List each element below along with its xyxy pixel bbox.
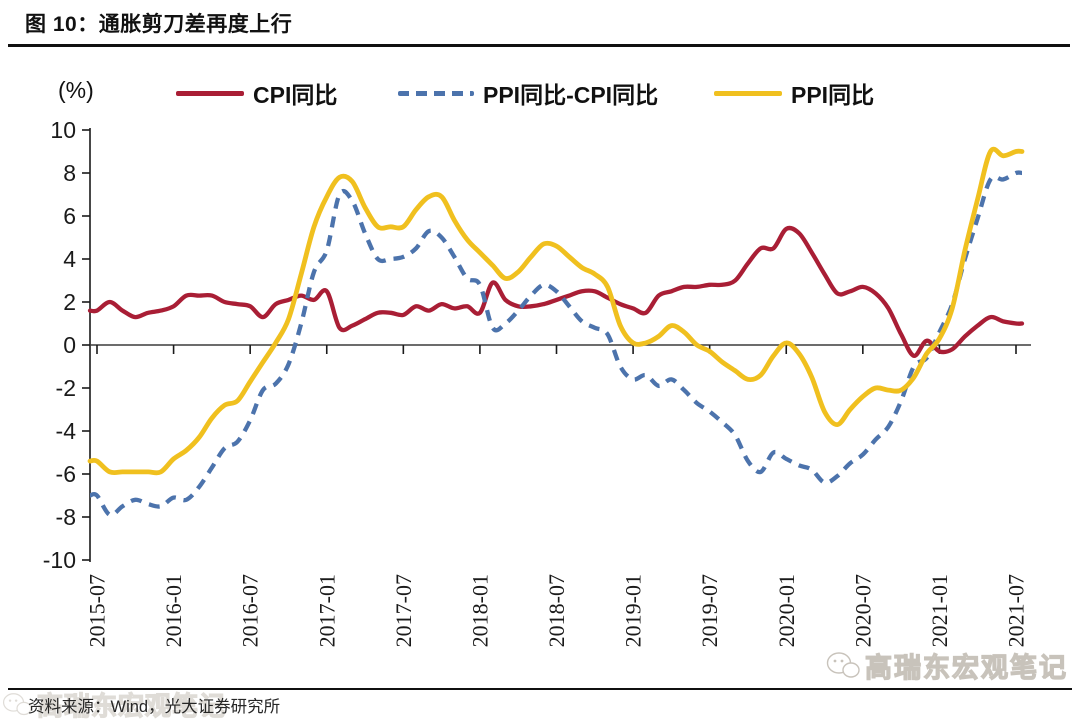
x-tick-label: 2016-01 — [161, 574, 186, 647]
y-tick-label: -8 — [56, 504, 76, 530]
y-tick-label: -6 — [56, 461, 76, 487]
series-line-0 — [87, 225, 1025, 358]
watermark-bottom-right: 高瑞东宏观笔记 — [826, 646, 1068, 685]
watermark-bottom-left: 高瑞东宏观笔记 — [2, 686, 226, 723]
legend-item-ppi: PPI同比 — [714, 76, 874, 110]
title-rule — [8, 44, 1070, 47]
legend-item-ppi-minus-cpi: PPI同比-CPI同比 — [398, 76, 658, 110]
x-tick-label: 2017-07 — [391, 574, 416, 647]
x-tick-label: 2019-07 — [697, 574, 722, 647]
legend-swatch-cpi-line — [176, 90, 244, 96]
x-tick-label: 2018-01 — [467, 574, 492, 647]
x-tick-label: 2019-01 — [621, 574, 646, 647]
figure-title: 图 10：通胀剪刀差再度上行 — [25, 13, 293, 36]
wechat-logo-icon — [2, 692, 32, 715]
x-tick-label: 2020-01 — [774, 574, 799, 647]
y-tick-label: 2 — [63, 289, 76, 315]
x-tick-label: 2021-07 — [1004, 574, 1029, 647]
legend-label-ppi: PPI同比 — [791, 82, 875, 108]
x-tick-label: 2021-01 — [927, 574, 952, 647]
y-axis-unit-label: (%) — [58, 77, 94, 103]
footer-rule — [8, 688, 1072, 690]
x-tick-label: 2017-01 — [314, 574, 339, 647]
legend-label-ppi-minus-cpi: PPI同比-CPI同比 — [483, 82, 659, 108]
x-tick-label: 2015-07 — [85, 574, 110, 647]
watermark-text: 高瑞东宏观笔记 — [36, 690, 227, 721]
y-tick-label: -4 — [56, 418, 77, 444]
watermark-text: 高瑞东宏观笔记 — [864, 652, 1068, 683]
y-tick-label: 8 — [63, 160, 76, 186]
y-tick-label: 4 — [63, 246, 76, 272]
series-line-1 — [89, 170, 1023, 518]
y-tick-label: 6 — [63, 203, 76, 229]
legend-swatch-ppi-line — [714, 90, 782, 96]
source-note: 资料来源：Wind，光大证券研究所 — [28, 698, 281, 716]
x-tick-label: 2016-07 — [238, 574, 263, 647]
wechat-logo-icon — [826, 651, 860, 678]
legend-label-cpi: CPI同比 — [253, 82, 338, 108]
x-tick-label: 2018-07 — [544, 574, 569, 647]
y-tick-label: 0 — [63, 332, 76, 358]
y-tick-label: -10 — [43, 547, 76, 573]
legend-swatch-ppi-minus-cpi-dashed-line — [398, 90, 474, 96]
x-tick-label: 2020-07 — [850, 574, 875, 647]
y-tick-label: -2 — [56, 375, 76, 401]
y-tick-label: 10 — [50, 117, 76, 143]
series-line-2 — [87, 146, 1025, 476]
legend-item-cpi: CPI同比 — [176, 76, 337, 110]
